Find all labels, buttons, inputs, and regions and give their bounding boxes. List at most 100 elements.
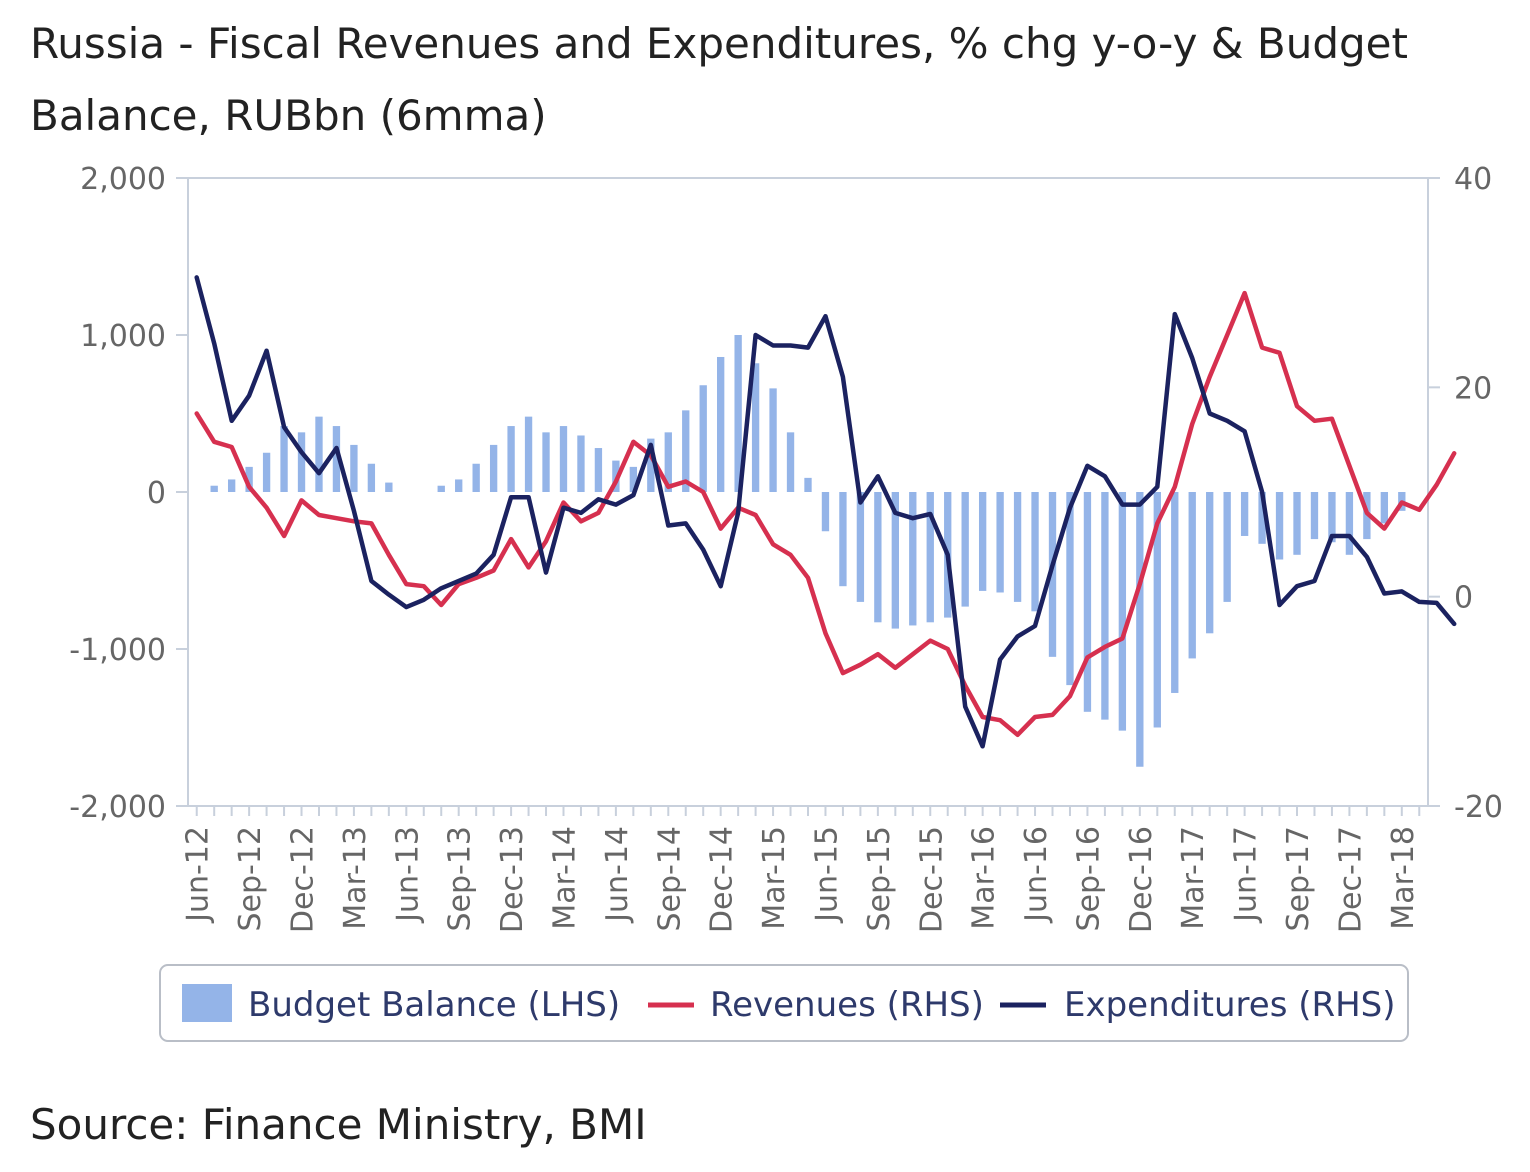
budget-balance-bar [245, 466, 253, 492]
left-tick-label: -2,000 [69, 790, 166, 825]
budget-balance-bar [839, 492, 847, 587]
legend[interactable]: Budget Balance (LHS) Revenues (RHS) Expe… [159, 964, 1409, 1042]
budget-balance-bar [664, 432, 672, 492]
budget-balance-bar [996, 492, 1004, 593]
x-tick-label: Dec-17 [1333, 826, 1368, 933]
source-note: Source: Finance Ministry, BMI [30, 1100, 647, 1149]
x-tick-label: Sep-17 [1281, 826, 1316, 932]
budget-balance-bar [1171, 492, 1179, 693]
budget-balance-bar [437, 485, 445, 492]
budget-balance-bar [1258, 492, 1266, 544]
right-tick-label: 40 [1454, 162, 1492, 197]
x-tick-label: Jun-16 [1019, 826, 1054, 924]
budget-balance-bar [699, 385, 707, 492]
budget-balance-bar [874, 492, 882, 623]
right-axis: 40 20 0 -20 [1428, 162, 1503, 825]
right-tick-label: 20 [1454, 371, 1492, 406]
x-tick-label: Sep-15 [862, 826, 897, 932]
budget-balance-bar [1188, 492, 1196, 659]
x-axis: Jun-12 Sep-12 Dec-12 Mar-13 Jun-13 Sep-13 Dec-… [181, 806, 1421, 933]
budget-balance-bar [891, 492, 899, 629]
budget-balance-bar [1380, 492, 1389, 524]
x-tick-label: Mar-15 [757, 826, 792, 930]
budget-balance-bar [489, 444, 498, 492]
x-tick-label: Jun-13 [390, 826, 425, 924]
budget-balance-bar [647, 438, 655, 492]
x-tick-label: Dec-16 [1124, 826, 1159, 933]
budget-balance-bar [262, 452, 271, 492]
budget-balance-bar [804, 477, 812, 492]
budget-balance-bar [1223, 492, 1231, 602]
budget-balance-bar [682, 410, 690, 492]
budget-balance-bars [210, 335, 1406, 767]
budget-balance-bar [559, 426, 568, 492]
budget-balance-bar [926, 492, 934, 623]
budget-balance-bar [961, 492, 969, 607]
x-tick-label: Jun-17 [1229, 826, 1264, 924]
budget-balance-bar [1101, 492, 1109, 720]
budget-balance-bar [734, 335, 742, 492]
budget-balance-bar [332, 426, 341, 492]
x-tick-label: Mar-14 [547, 826, 582, 930]
budget-balance-bar [455, 479, 463, 492]
right-tick-label: 0 [1454, 581, 1473, 616]
left-tick-label: 2,000 [80, 162, 166, 197]
x-tick-label: Mar-18 [1386, 826, 1421, 930]
budget-balance-bar [385, 482, 393, 492]
x-tick-label: Dec-12 [286, 826, 321, 933]
budget-balance-bar [577, 435, 585, 492]
budget-balance-bar [1206, 492, 1214, 634]
budget-balance-bar [227, 479, 236, 492]
x-tick-label: Dec-14 [705, 826, 740, 933]
right-tick-label: -20 [1454, 790, 1503, 825]
chart-title: Russia - Fiscal Revenues and Expenditure… [30, 19, 1408, 140]
budget-balance-bar [472, 463, 480, 492]
x-tick-label: Dec-15 [914, 826, 949, 933]
x-tick-label: Jun-15 [809, 826, 844, 924]
budget-balance-bar [821, 492, 830, 532]
budget-balance-bar [315, 416, 323, 492]
x-tick-label: Sep-16 [1071, 826, 1106, 932]
x-tick-label: Sep-13 [443, 826, 478, 932]
legend-swatch-budget [182, 984, 232, 1022]
x-tick-label: Jun-12 [181, 826, 216, 924]
budget-balance-bar [367, 463, 376, 492]
left-tick-label: 0 [147, 476, 166, 511]
expenditures-line [194, 275, 1457, 749]
left-axis: 2,000 1,000 0 -1,000 -2,000 [69, 162, 188, 825]
budget-balance-bar [1275, 492, 1284, 560]
budget-balance-bar [594, 448, 603, 492]
budget-balance-bar [786, 432, 795, 492]
budget-balance-bar [210, 485, 218, 492]
x-tick-label: Mar-17 [1176, 826, 1211, 930]
budget-balance-bar [978, 492, 987, 591]
budget-balance-bar [769, 388, 777, 492]
budget-balance-bar [1153, 492, 1161, 728]
legend-label-budget: Budget Balance (LHS) [248, 985, 620, 1025]
series-lines [194, 275, 1457, 749]
budget-balance-bar [1310, 492, 1319, 540]
budget-balance-bar [717, 356, 725, 492]
budget-balance-bar [1240, 492, 1249, 536]
budget-balance-bar [1048, 492, 1057, 657]
budget-balance-bar [542, 432, 550, 492]
x-tick-label: Mar-16 [967, 826, 1002, 930]
budget-balance-bar [1118, 492, 1127, 731]
budget-balance-bar [856, 492, 865, 602]
budget-balance-bar [1136, 492, 1144, 767]
x-tick-label: Mar-13 [338, 826, 373, 930]
budget-balance-bar [1031, 492, 1039, 612]
legend-box [159, 964, 1409, 1042]
revenues-line [194, 290, 1457, 738]
legend-label-expenditures: Expenditures (RHS) [1064, 985, 1396, 1025]
budget-balance-bar [1013, 492, 1022, 602]
x-tick-label: Dec-13 [495, 826, 530, 933]
budget-balance-bar [1328, 492, 1336, 543]
left-tick-label: 1,000 [80, 319, 166, 354]
budget-balance-bar [350, 444, 358, 492]
x-tick-label: Sep-12 [233, 826, 268, 932]
budget-balance-bar [751, 363, 760, 492]
budget-balance-bar [1293, 492, 1301, 555]
budget-balance-bar [909, 492, 917, 626]
